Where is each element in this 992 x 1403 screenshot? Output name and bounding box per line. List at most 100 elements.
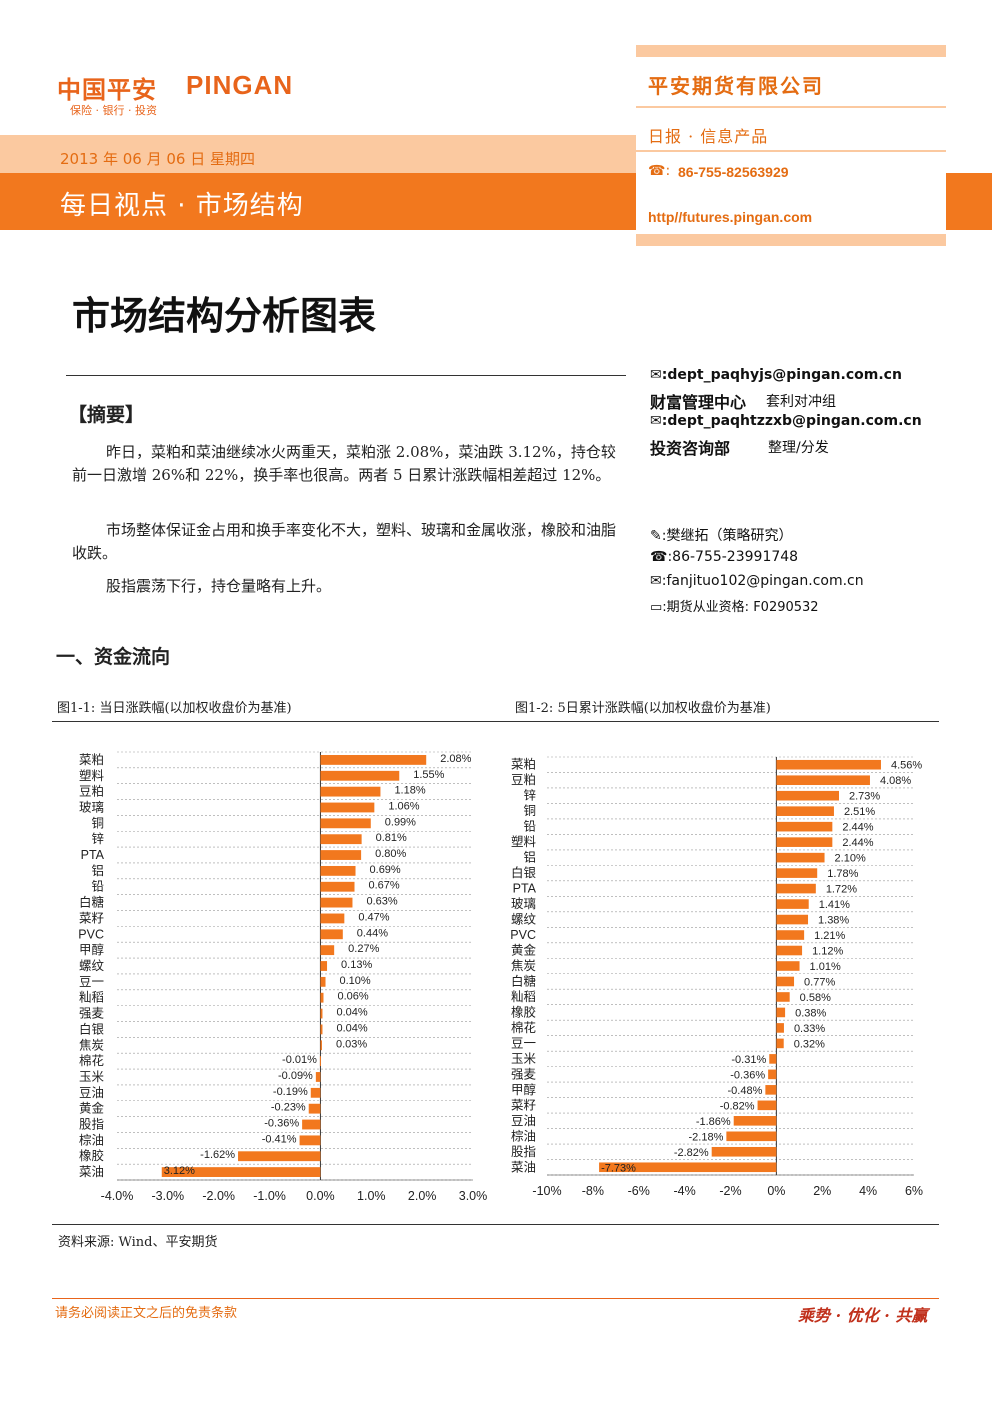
- bar: [765, 1085, 777, 1095]
- bar: [776, 759, 881, 770]
- author-email[interactable]: ✉:fanjituo102@pingan.com.cn: [650, 573, 864, 589]
- data-label: 1.01%: [810, 961, 841, 973]
- data-label: 0.03%: [336, 1038, 367, 1050]
- bar: [776, 852, 825, 863]
- data-label: -0.19%: [273, 1086, 308, 1098]
- disclaimer-link[interactable]: 请务必阅读正文之后的免责条款: [55, 1306, 238, 1321]
- author-license: ▭:期货从业资格: F0290532: [650, 596, 819, 615]
- data-label: -0.82%: [720, 1100, 755, 1112]
- company-name: 平安期货有限公司: [648, 74, 824, 98]
- bar: [776, 775, 870, 786]
- category-label: 甲醇: [511, 1082, 536, 1097]
- bar: [776, 899, 809, 909]
- book-icon: ▭: [650, 600, 663, 615]
- data-label: 1.38%: [818, 915, 849, 927]
- dept-wealth: 财富管理中心: [650, 393, 747, 412]
- tick-label: 3.0%: [459, 1189, 488, 1203]
- fig1-caption: 图1-1: 当日涨跌幅(以加权收盘价为基准): [57, 701, 292, 716]
- category-label: 豆一: [79, 975, 104, 989]
- contact-email-2[interactable]: ✉:dept_paqhtzzxb@pingan.com.cn: [650, 413, 922, 429]
- category-label: 甲醇: [79, 942, 104, 957]
- data-label: 0.13%: [341, 959, 372, 971]
- phone-text: :86-755-23991748: [667, 549, 799, 565]
- data-label: 2.10%: [835, 853, 866, 865]
- category-label: 塑料: [511, 834, 537, 849]
- bar: [776, 1007, 786, 1018]
- logo-cn: 中国平安: [57, 76, 157, 104]
- bar: [757, 1100, 777, 1111]
- data-label: -1.62%: [200, 1149, 235, 1161]
- bar: [238, 1151, 321, 1162]
- data-label: 1.12%: [812, 946, 843, 958]
- bar: [302, 1119, 321, 1130]
- category-label: 棉花: [511, 1020, 536, 1035]
- author-text: :樊继拓（策略研究）: [661, 528, 793, 544]
- category-label: 豆油: [79, 1086, 104, 1100]
- tick-label: 1.0%: [357, 1189, 386, 1203]
- logo-tagline: 保险 · 银行 · 投资: [70, 104, 157, 117]
- email-text: :dept_paqhyjs@pingan.com.cn: [661, 367, 902, 383]
- chart-daily-change: 菜粕 2.08% 塑料 1.55% 豆粕 1.18% 玻璃 1.06% 铜 0.99% 锌 0.81%…: [78, 751, 488, 1203]
- category-label: 强麦: [511, 1067, 537, 1081]
- data-label: 1.18%: [394, 785, 425, 797]
- data-label: 0.33%: [794, 1023, 825, 1035]
- data-label: 0.06%: [337, 991, 368, 1003]
- bar: [320, 976, 326, 987]
- data-label: -7.73%: [601, 1162, 636, 1174]
- data-label: -0.36%: [264, 1118, 299, 1130]
- data-label: 4.08%: [880, 775, 911, 787]
- company-website[interactable]: http//futures.pingan.com: [648, 209, 813, 225]
- data-label: 1.55%: [413, 769, 444, 781]
- dept-consult-role: 整理/分发: [768, 440, 829, 456]
- category-label: 豆油: [511, 1114, 536, 1128]
- bar: [320, 929, 343, 940]
- bar: [320, 755, 427, 765]
- category-label: 白银: [511, 865, 537, 880]
- category-label: 菜粕: [79, 752, 104, 767]
- data-label: 0.58%: [800, 992, 831, 1004]
- bar: [776, 883, 816, 894]
- data-label: -2.82%: [674, 1147, 709, 1159]
- bar: [768, 1069, 777, 1080]
- category-label: 玻璃: [79, 800, 104, 814]
- bar: [161, 1167, 321, 1177]
- bar: [320, 834, 362, 845]
- data-label: 0.77%: [804, 976, 835, 988]
- category-label: PTA: [81, 848, 105, 862]
- category-label: 白银: [79, 1021, 105, 1036]
- bar: [776, 930, 805, 940]
- data-label: 0.47%: [358, 911, 389, 923]
- title-rule: [66, 375, 626, 376]
- tick-label: -3.0%: [152, 1189, 185, 1203]
- category-label: 黄金: [511, 943, 537, 958]
- data-label: 2.73%: [849, 791, 880, 803]
- data-label: -0.31%: [731, 1054, 766, 1066]
- bar: [733, 1116, 777, 1126]
- tick-label: -6%: [628, 1184, 650, 1198]
- figure-bottom-rule: [52, 1224, 939, 1225]
- email-text: :dept_paqhtzzxb@pingan.com.cn: [661, 413, 922, 429]
- email-text: :fanjituo102@pingan.com.cn: [661, 573, 864, 589]
- contact-email-1[interactable]: ✉:dept_paqhyjs@pingan.com.cn: [650, 367, 902, 383]
- category-label: 玉米: [511, 1052, 537, 1066]
- category-label: 菜油: [79, 1165, 104, 1179]
- bar: [299, 1135, 321, 1146]
- category-label: 棕油: [79, 1132, 104, 1147]
- category-label: 籼稻: [79, 990, 104, 1005]
- bar: [776, 868, 818, 878]
- bar: [320, 913, 345, 924]
- product-type: 日报 · 信息产品: [648, 127, 769, 146]
- bar: [599, 1162, 777, 1173]
- data-label: 0.38%: [795, 1007, 826, 1019]
- data-label: 1.78%: [827, 868, 858, 880]
- data-label: 2.51%: [844, 806, 875, 818]
- bar: [320, 1040, 322, 1051]
- data-label: 1.21%: [814, 930, 845, 942]
- data-label: 0.04%: [336, 1007, 367, 1019]
- company-phone: 86-755-82563929: [678, 164, 789, 180]
- category-label: 铅: [91, 880, 104, 894]
- license-text: :期货从业资格: F0290532: [662, 600, 819, 615]
- tick-label: 0.0%: [306, 1189, 335, 1203]
- abstract-paragraph: 股指震荡下行，持仓量略有上升。: [106, 577, 332, 595]
- bar: [320, 786, 381, 797]
